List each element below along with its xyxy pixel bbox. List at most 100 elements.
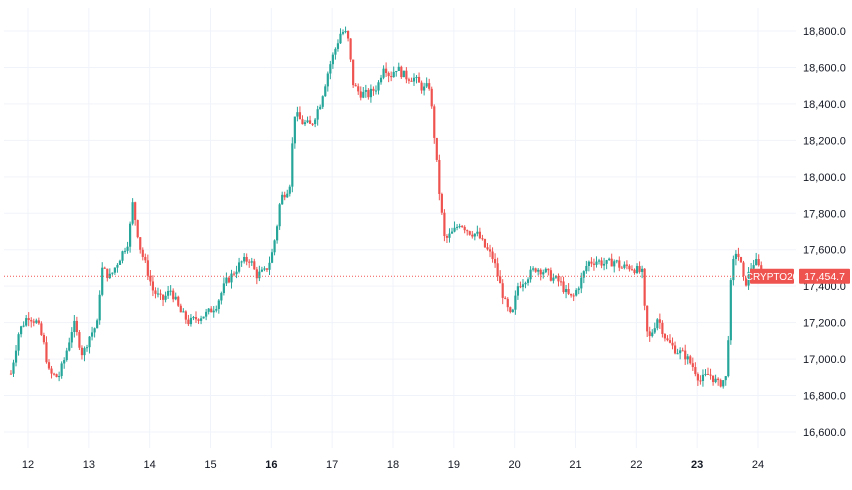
candle: [734, 250, 737, 266]
candle: [255, 266, 258, 285]
candle: [417, 72, 421, 83]
candle-body: [40, 323, 43, 335]
candle-body: [711, 375, 715, 383]
candle-body: [164, 295, 167, 300]
candle-body: [423, 86, 426, 91]
candle-body: [681, 350, 684, 352]
candle: [331, 52, 334, 69]
candle-body: [83, 348, 86, 356]
candle-body: [395, 70, 398, 72]
candle: [592, 258, 596, 271]
candle: [587, 260, 590, 272]
candle: [52, 372, 56, 376]
x-tick-label: 22: [630, 459, 642, 471]
candle-body: [590, 261, 593, 264]
candle-body: [298, 112, 302, 120]
candle-body: [14, 350, 18, 363]
candle: [679, 347, 682, 360]
candle-body: [311, 123, 314, 125]
x-axis[interactable]: 12 13 14 15 16 17 18 19 20 21 22 23 24: [22, 459, 764, 471]
candle-body: [618, 260, 621, 268]
candle-body: [747, 271, 750, 286]
candle: [544, 267, 547, 274]
candle: [42, 332, 46, 345]
candle-body: [643, 268, 646, 306]
candle: [433, 104, 436, 144]
candle: [276, 224, 279, 244]
candle: [719, 378, 722, 388]
candle-body: [658, 319, 661, 323]
candle-body: [580, 277, 583, 289]
candle-body: [544, 268, 547, 273]
candle: [567, 283, 570, 296]
candle: [128, 221, 132, 253]
candle: [405, 67, 408, 84]
candle: [298, 106, 302, 120]
candle: [602, 257, 606, 271]
candle: [30, 317, 33, 328]
candle: [268, 256, 271, 276]
candle-body: [210, 308, 213, 313]
candle-body: [265, 268, 269, 270]
candle-body: [146, 260, 149, 276]
candle: [691, 357, 694, 371]
candle: [445, 234, 449, 243]
candle: [65, 347, 68, 362]
x-tick-label: 24: [752, 459, 764, 471]
candle-body: [319, 106, 322, 110]
candle-body: [493, 259, 497, 264]
candle-body: [367, 89, 370, 98]
candle: [316, 105, 319, 126]
candle-body: [377, 82, 380, 91]
y-tick-label: 17,000.0: [803, 354, 846, 366]
candle: [35, 318, 38, 324]
candle: [443, 209, 446, 242]
candle: [521, 279, 525, 292]
candle-body: [258, 271, 261, 279]
candle-body: [293, 116, 296, 144]
candle: [161, 294, 165, 307]
candle-body: [362, 91, 365, 98]
candle: [123, 247, 127, 254]
candle: [468, 230, 471, 236]
candle-body: [605, 260, 608, 264]
candle-body: [118, 260, 122, 265]
candle: [362, 87, 365, 99]
candle-body: [374, 90, 378, 92]
candle: [519, 281, 522, 289]
candle-body: [684, 350, 687, 360]
candle: [696, 372, 699, 386]
candle: [167, 285, 170, 299]
candle: [319, 104, 322, 110]
candle: [529, 266, 532, 283]
candle-body: [706, 373, 710, 375]
candle: [676, 348, 679, 355]
candle-body: [486, 247, 489, 250]
candle-body: [463, 226, 466, 231]
candle: [600, 257, 603, 269]
candle: [605, 259, 608, 270]
y-axis[interactable]: 18,800.0 18,600.0 18,400.0 18,200.0 18,000.0…: [803, 26, 846, 439]
candle: [742, 260, 745, 281]
symbol-tag: [750, 268, 794, 284]
candle-body: [379, 77, 383, 83]
candle: [379, 74, 383, 85]
candle-body: [174, 296, 177, 300]
candle-body: [182, 311, 185, 313]
candle-body: [737, 253, 740, 258]
candle-body: [625, 264, 629, 266]
x-tick-label: 23: [691, 459, 703, 471]
candle-body: [453, 227, 456, 232]
candle-body: [585, 265, 588, 272]
candle-body: [641, 268, 644, 272]
candle-body: [30, 320, 33, 322]
candle: [729, 277, 732, 345]
candle-body: [709, 374, 712, 376]
candle-body: [372, 88, 375, 91]
candle: [620, 265, 623, 269]
candle: [385, 62, 388, 77]
candle-body: [501, 283, 504, 298]
candle: [108, 268, 111, 279]
